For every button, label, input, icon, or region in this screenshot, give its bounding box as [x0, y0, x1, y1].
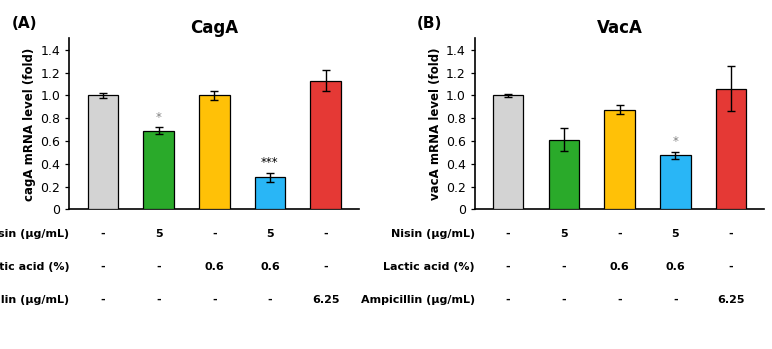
Bar	[604, 110, 635, 209]
Text: -: -	[561, 262, 566, 272]
Text: ***: ***	[261, 156, 279, 170]
Text: -: -	[729, 262, 733, 272]
Bar	[144, 131, 174, 209]
Text: 0.6: 0.6	[665, 262, 685, 272]
Text: 0.6: 0.6	[205, 262, 224, 272]
Text: -: -	[212, 229, 216, 239]
Text: Lactic acid (%): Lactic acid (%)	[383, 262, 475, 272]
Text: -: -	[100, 295, 105, 305]
Text: -: -	[156, 262, 161, 272]
Text: -: -	[323, 229, 328, 239]
Text: 5: 5	[672, 229, 679, 239]
Text: -: -	[561, 295, 566, 305]
Bar	[660, 155, 690, 209]
Text: 5: 5	[154, 229, 162, 239]
Bar	[716, 89, 747, 209]
Text: Lactic acid (%): Lactic acid (%)	[0, 262, 69, 272]
Text: 5: 5	[266, 229, 274, 239]
Bar	[493, 95, 523, 209]
Text: *: *	[672, 135, 678, 148]
Text: Nisin (μg/mL): Nisin (μg/mL)	[391, 229, 475, 239]
Y-axis label: vacA mRNA level (fold): vacA mRNA level (fold)	[428, 48, 442, 200]
Text: 5: 5	[560, 229, 567, 239]
Text: -: -	[506, 295, 510, 305]
Text: -: -	[618, 295, 621, 305]
Text: 6.25: 6.25	[312, 295, 340, 305]
Text: -: -	[268, 295, 273, 305]
Bar	[87, 95, 118, 209]
Text: -: -	[673, 295, 678, 305]
Text: Nisin (μg/mL): Nisin (μg/mL)	[0, 229, 69, 239]
Bar	[310, 81, 341, 209]
Text: -: -	[506, 262, 510, 272]
Text: -: -	[156, 295, 161, 305]
Text: 6.25: 6.25	[717, 295, 745, 305]
Title: CagA: CagA	[190, 19, 239, 37]
Text: -: -	[323, 262, 328, 272]
Text: 0.6: 0.6	[260, 262, 279, 272]
Title: VacA: VacA	[597, 19, 642, 37]
Bar	[199, 95, 229, 209]
Text: Ampicillin (μg/mL): Ampicillin (μg/mL)	[361, 295, 475, 305]
Text: Ampicillin (μg/mL): Ampicillin (μg/mL)	[0, 295, 69, 305]
Text: (A): (A)	[12, 16, 37, 31]
Text: -: -	[729, 229, 733, 239]
Text: -: -	[212, 295, 216, 305]
Text: 0.6: 0.6	[610, 262, 629, 272]
Text: (B): (B)	[417, 16, 442, 31]
Bar	[549, 140, 579, 209]
Text: -: -	[618, 229, 621, 239]
Text: *: *	[156, 111, 161, 124]
Y-axis label: cagA mRNA level (fold): cagA mRNA level (fold)	[23, 47, 36, 201]
Text: -: -	[100, 262, 105, 272]
Text: -: -	[506, 229, 510, 239]
Bar	[255, 178, 285, 209]
Text: -: -	[100, 229, 105, 239]
